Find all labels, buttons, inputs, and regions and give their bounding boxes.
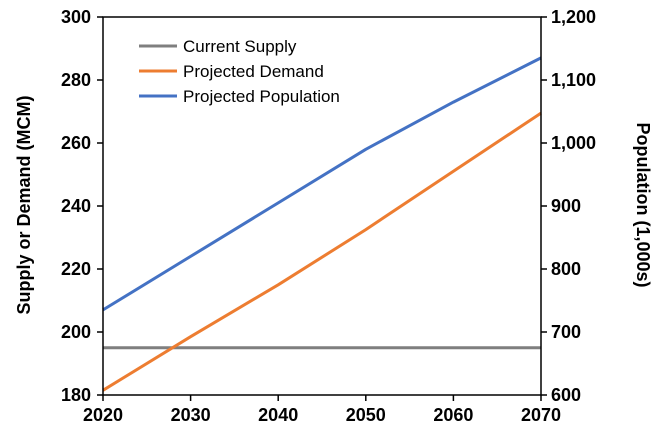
y-axis-right-title: Population (1,000s)	[633, 122, 652, 287]
x-tick-label: 2050	[346, 405, 386, 425]
x-tick-label: 2030	[171, 405, 211, 425]
legend: Current Supply Projected Demand Projected …	[139, 37, 340, 106]
y-right-tick-label: 1,100	[551, 70, 596, 90]
y-left-tick-label: 300	[61, 7, 91, 27]
y-right-tick-label: 700	[551, 322, 581, 342]
y-left-tick-label: 220	[61, 259, 91, 279]
y-left-tick-label: 200	[61, 322, 91, 342]
tick-labels: 2020 2030 2040 2050 2060 2070 180 200 220 240 260 2…	[61, 7, 596, 425]
series-lines	[102, 56, 542, 392]
tick-marks	[97, 16, 547, 401]
series-line-projected-population	[102, 56, 542, 312]
y-left-tick-label: 180	[61, 385, 91, 405]
y-left-tick-label: 240	[61, 196, 91, 216]
x-tick-label: 2020	[83, 405, 123, 425]
y-right-tick-label: 1,200	[551, 7, 596, 27]
plot-area-frame	[102, 16, 542, 396]
y-right-tick-label: 900	[551, 196, 581, 216]
legend-label-current-supply: Current Supply	[183, 37, 297, 56]
y-axis-left-title: Supply or Demand (MCM)	[14, 95, 34, 314]
x-tick-label: 2060	[433, 405, 473, 425]
y-left-tick-label: 260	[61, 133, 91, 153]
y-right-tick-label: 600	[551, 385, 581, 405]
legend-label-projected-population: Projected Population	[183, 87, 340, 106]
x-tick-label: 2070	[521, 405, 561, 425]
x-tick-label: 2040	[258, 405, 298, 425]
y-right-tick-label: 800	[551, 259, 581, 279]
plot-frame	[102, 16, 542, 396]
y-left-tick-label: 280	[61, 70, 91, 90]
legend-label-projected-demand: Projected Demand	[183, 62, 324, 81]
series-line-projected-demand	[102, 111, 542, 392]
y-right-tick-label: 1,000	[551, 133, 596, 153]
